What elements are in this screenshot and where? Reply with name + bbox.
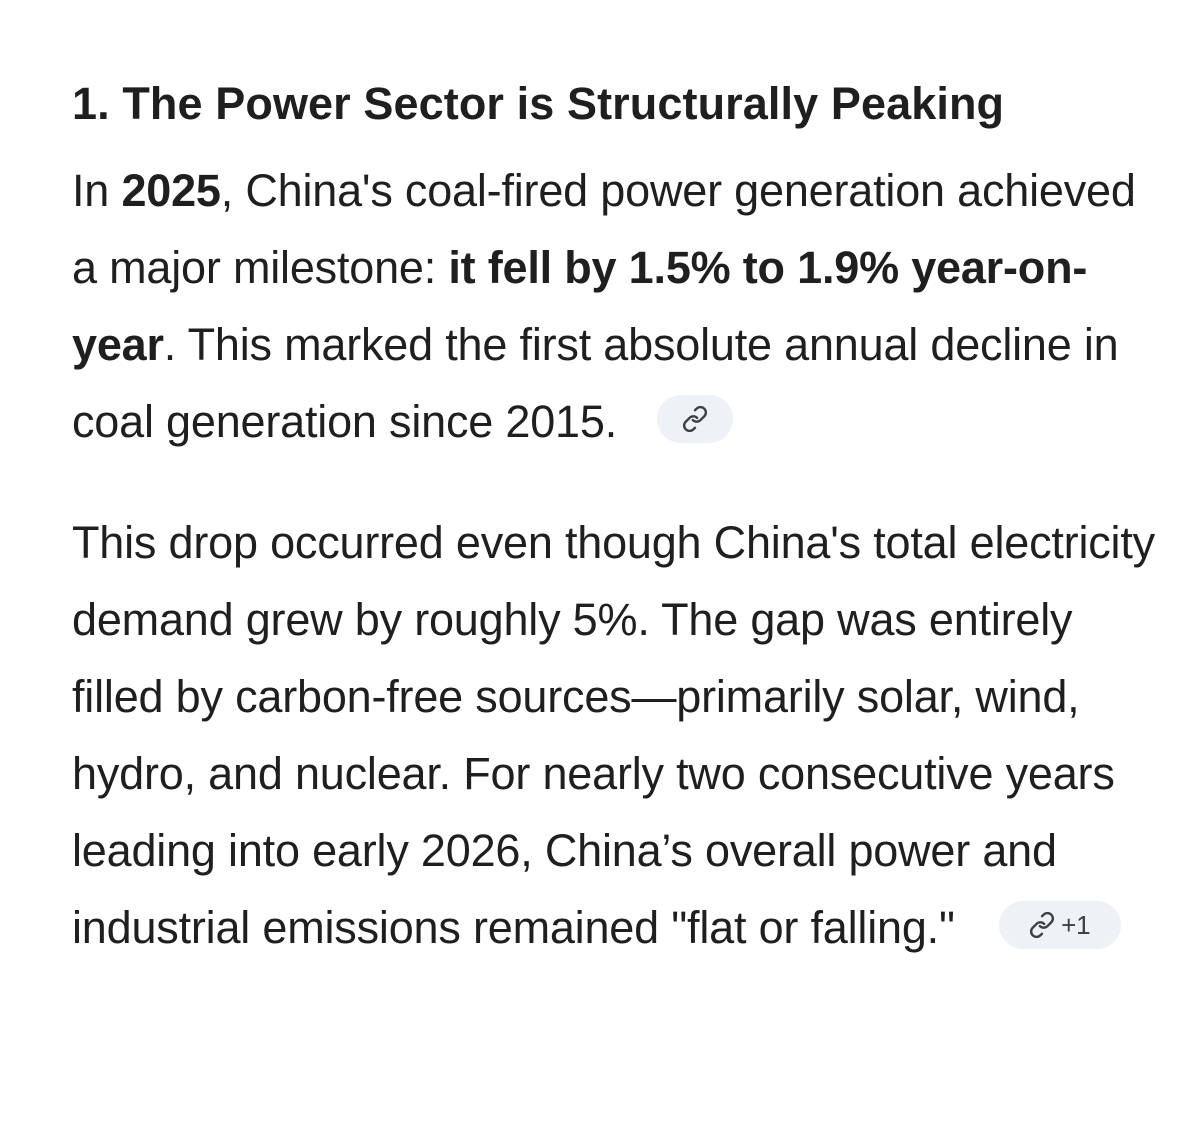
text-segment: In [72, 165, 122, 216]
paragraph-demand-growth: This drop occurred even though China's t… [72, 504, 1172, 966]
text-segment: , China's coal-fired power generation ac… [72, 165, 1136, 293]
citation-chip-multi[interactable]: +1 [998, 901, 1121, 950]
response-content: 1. The Power Sector is Structurally Peak… [72, 0, 1172, 966]
bold-year: 2025 [121, 165, 221, 216]
link-icon [1030, 912, 1055, 939]
citation-chip[interactable] [657, 395, 733, 444]
link-icon [682, 406, 708, 433]
paragraph-coal-decline: In 2025, China's coal-fired power genera… [72, 152, 1172, 460]
section-heading: 1. The Power Sector is Structurally Peak… [72, 78, 1005, 129]
text-segment: This drop occurred even though China's t… [72, 517, 1155, 953]
bold-decline-figure: it fell by 1.5% to 1.9% year-on-year [72, 242, 1088, 370]
citation-count: +1 [1061, 910, 1091, 941]
text-segment: . This marked the first absolute annual … [72, 319, 1119, 447]
